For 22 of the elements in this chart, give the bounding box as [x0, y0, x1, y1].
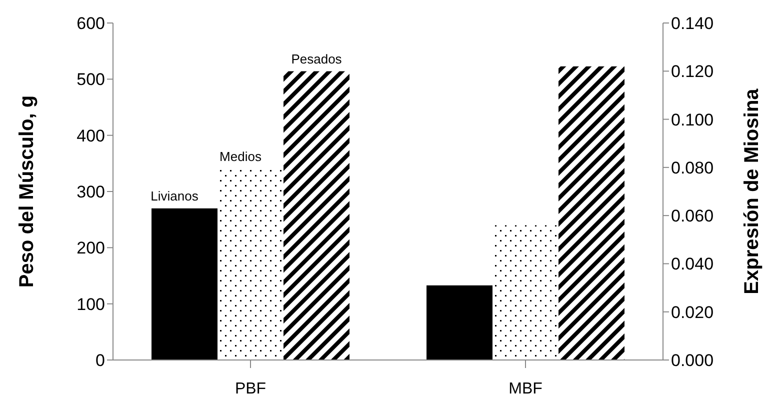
y-tick-label: 300: [76, 182, 105, 202]
x-tick-label: MBF: [508, 380, 543, 398]
y2-axis-title: Expresión de Miosina: [741, 88, 764, 294]
y-tick-label: 600: [76, 14, 105, 34]
y-tick-label: 0: [96, 351, 105, 370]
y-tick-label: 500: [76, 70, 105, 90]
y2-tick-label: 0.140: [671, 14, 714, 34]
series-label: Medios: [220, 149, 262, 164]
y2-tick-label: 0.120: [671, 62, 714, 82]
y-tick-label: 200: [76, 238, 105, 258]
y-tick-label: 400: [76, 126, 105, 146]
y2-tick-label: 0.000: [671, 351, 714, 370]
series-label: Livianos: [150, 188, 199, 204]
series-label: Pesados: [291, 51, 342, 66]
x-tick-label: PBF: [234, 380, 266, 398]
y2-tick-label: 0.020: [671, 302, 714, 322]
y-axis-title: Peso del Músculo, g: [16, 95, 38, 288]
y2-tick-label: 0.060: [671, 206, 714, 226]
y-tick-label: 100: [76, 294, 105, 314]
y2-tick-label: 0.080: [671, 158, 714, 178]
y2-tick-label: 0.040: [671, 254, 714, 274]
y2-tick-label: 0.100: [671, 110, 714, 130]
